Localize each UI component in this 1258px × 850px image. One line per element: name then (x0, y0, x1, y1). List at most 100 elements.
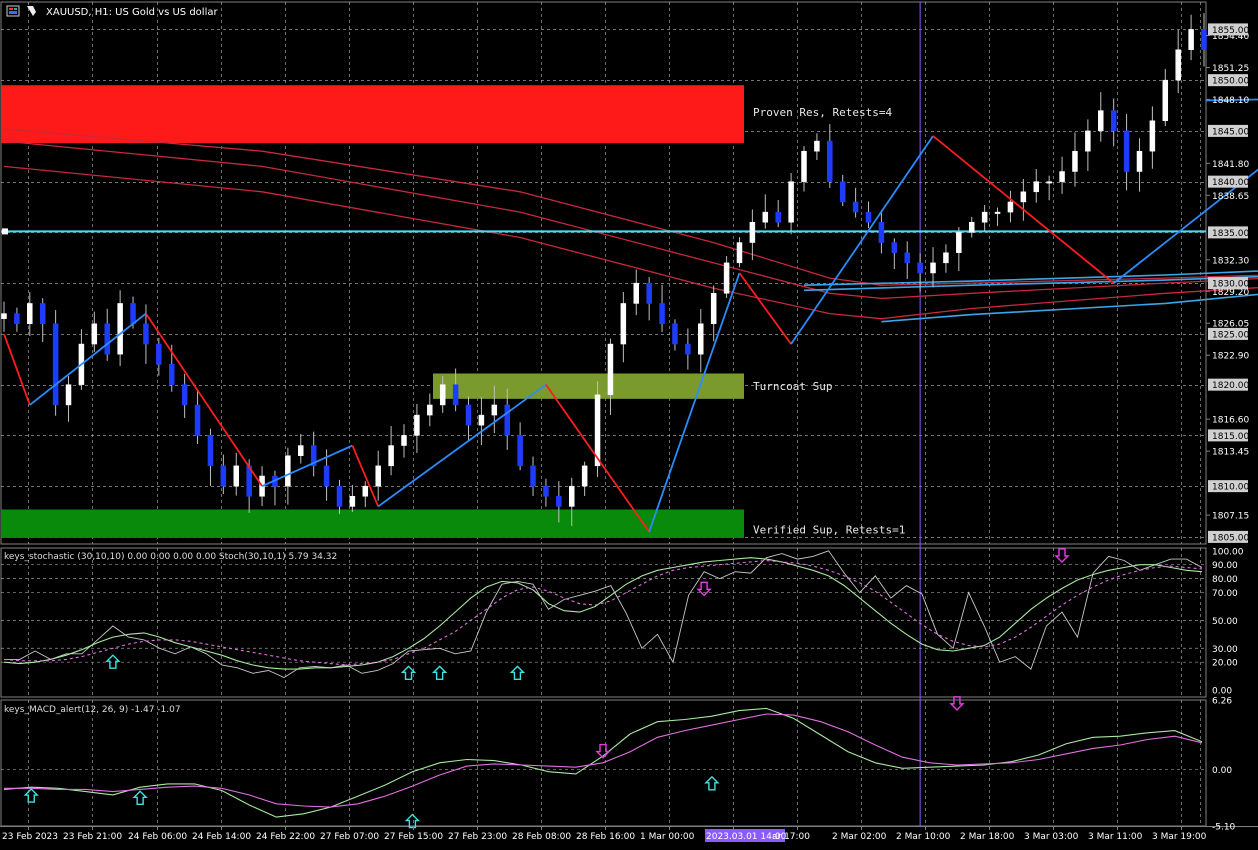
bull-candle (1072, 150, 1078, 172)
bear-candle (336, 485, 343, 507)
y-tick-label: 1813.45 (1212, 448, 1249, 458)
x-tick-label: 27 Feb 23:00 (448, 832, 507, 842)
bull-candle (943, 252, 949, 264)
bull-candle (788, 181, 794, 223)
bear-candle (904, 252, 910, 264)
symbol-title: XAUUSD, H1: US Gold vs US dollar (46, 7, 218, 18)
bear-candle (310, 445, 317, 467)
bear-candle (14, 313, 20, 324)
x-tick-label: 27 Feb 07:00 (320, 832, 379, 842)
bull-candle (633, 282, 640, 304)
bull-candle (491, 404, 498, 416)
price-level-box (1208, 327, 1248, 340)
bull-candle (298, 445, 304, 456)
zigzag-segment (648, 272, 741, 533)
bear-candle (156, 343, 162, 365)
y-tick-label: 1822.90 (1212, 352, 1249, 362)
bull-candle (401, 435, 407, 446)
chart-grid-icon (6, 5, 20, 17)
macd-tick-label: -5.10 (1212, 823, 1236, 833)
arrow-up-icon (704, 775, 720, 791)
bear-candle (104, 323, 110, 355)
bull-candle (414, 414, 420, 436)
stochastic-legend: keys_stochastic (30,10,10) 0.00 0.00 0.0… (4, 552, 337, 562)
verified-zone (1, 509, 744, 538)
bear-candle (517, 435, 523, 467)
stochastic-pane-frame (0, 547, 1207, 698)
stochastic-tick-label: 100.00 (1212, 547, 1244, 557)
bull-candle (1162, 79, 1169, 122)
bear-candle (130, 303, 136, 324)
bull-candle (1098, 110, 1104, 132)
arrow-up-icon (105, 654, 121, 669)
x-tick-label: 1 Mar 00:00 (640, 832, 695, 842)
bull-candle (994, 211, 1001, 214)
zigzag-segment (1205, 98, 1258, 102)
bull-candle (814, 140, 820, 152)
bull-candle (1, 313, 7, 319)
bull-candle (981, 211, 988, 223)
bull-candle (723, 262, 730, 294)
x-tick-label: 3 Mar 11:00 (1088, 832, 1143, 842)
bull-candle (362, 485, 369, 497)
y-tick-label: 1826.05 (1212, 320, 1249, 330)
x-tick-label: 2 Mar 18:00 (960, 832, 1015, 842)
x-tick-label: 28 Feb 16:00 (576, 832, 635, 842)
price-level-box (1208, 175, 1248, 188)
arrow-up-icon (400, 665, 417, 681)
price-level-box (1208, 480, 1248, 493)
price-level-box (1208, 124, 1248, 137)
zigzag-segment (738, 272, 792, 345)
bull-candle (1046, 181, 1052, 184)
zigzag-segment (545, 384, 650, 533)
verified-zone-label: Verified Sup, Retests=1 (753, 523, 905, 536)
bear-candle (52, 323, 59, 406)
arrow-down-icon (696, 581, 712, 597)
resistance-zone (1, 85, 744, 144)
bull-candle (233, 465, 240, 487)
bull-candle (930, 262, 936, 274)
x-tick-label: 2023.03.01 14:00 (706, 832, 787, 842)
bear-candle (465, 404, 472, 426)
arrow-down-icon (595, 743, 611, 759)
x-tick-label: 3 Mar 19:00 (1152, 832, 1207, 842)
x-tick-label: ar 17:00 (772, 832, 810, 842)
bear-candle (865, 211, 872, 223)
zigzag-segment (351, 445, 380, 507)
price-level-label: 1805.00 (1212, 533, 1249, 543)
bull-candle (1149, 120, 1156, 152)
stochastic-k-line (3, 557, 1203, 670)
price-level-box (1208, 277, 1248, 290)
price-level-label: 1850.00 (1212, 77, 1249, 87)
zigzag-segment (261, 444, 353, 487)
bear-candle (659, 303, 665, 324)
macd-legend: keys_MACD_alert(12, 26, 9) -1.47 -1.07 (4, 705, 181, 715)
price-level-box (1208, 429, 1248, 442)
x-tick-label: 24 Feb 14:00 (192, 832, 251, 842)
bear-candle (168, 364, 175, 385)
bull-candle (762, 211, 769, 223)
zigzag-segment (790, 135, 934, 345)
bear-candle (181, 384, 188, 406)
stochastic-tick-label: 20.00 (1212, 659, 1238, 669)
zigzag-segment (145, 313, 263, 487)
bear-candle (685, 343, 691, 355)
bull-candle (968, 222, 975, 233)
x-tick-label: 2 Mar 10:00 (896, 832, 951, 842)
bull-candle (801, 150, 807, 182)
bull-candle (607, 343, 614, 396)
bull-candle (91, 323, 98, 345)
bull-candle (375, 465, 381, 487)
y-tick-label: 1816.60 (1212, 416, 1249, 426)
arrow-up-icon (509, 665, 526, 681)
bear-candle (646, 282, 652, 304)
stochastic-tick-label: 0.00 (1212, 687, 1232, 697)
arrow-up-icon (23, 788, 39, 803)
bear-candle (1110, 110, 1117, 132)
x-tick-label: 23 Feb 21:00 (63, 832, 122, 842)
price-level-label: 1835.00 (1212, 229, 1249, 239)
bull-candle (65, 384, 72, 406)
bear-candle (530, 465, 536, 487)
